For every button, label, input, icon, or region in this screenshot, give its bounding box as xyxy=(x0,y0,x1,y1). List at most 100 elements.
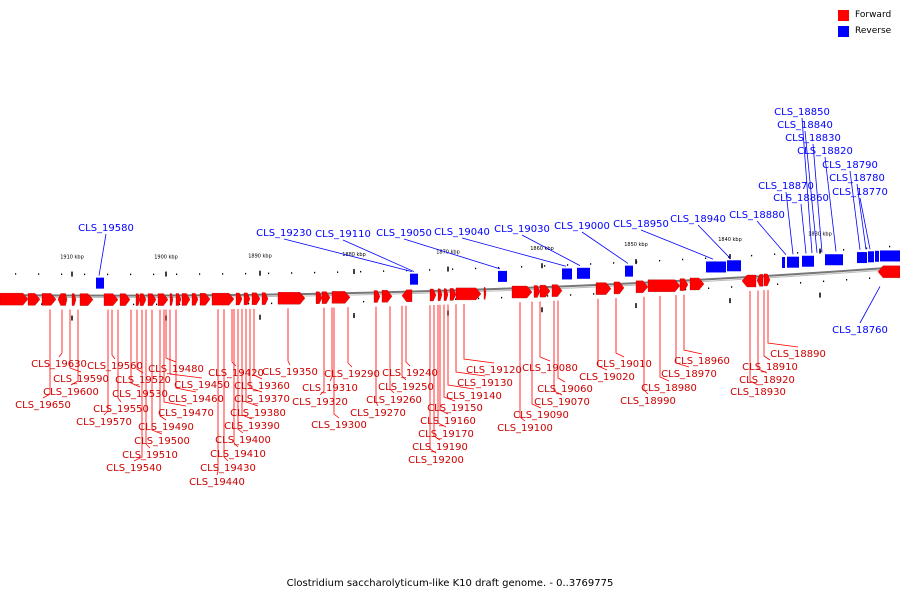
leader-cls_19380 xyxy=(245,308,259,407)
gene-label-cls_19350: CLS_19350 xyxy=(262,367,318,378)
forward-gene-29 xyxy=(401,289,413,302)
gene-label-cls_19230: CLS_19230 xyxy=(256,228,312,239)
reverse-gene-1 xyxy=(410,273,418,285)
gene-label-cls_19010: CLS_19010 xyxy=(596,359,652,370)
leader-cls_19550 xyxy=(117,309,122,403)
gene-label-cls_18770: CLS_18770 xyxy=(832,187,888,198)
legend-forward-label: Forward xyxy=(855,10,892,20)
leader-cls_19510 xyxy=(145,309,151,449)
scale-dot xyxy=(797,252,799,254)
gene-label-cls_18910: CLS_18910 xyxy=(742,362,798,373)
scale-dot xyxy=(570,294,572,296)
leader-cls_19150 xyxy=(443,304,456,402)
gene-label-cls_18950: CLS_18950 xyxy=(613,219,669,230)
leader-cls_19650 xyxy=(42,309,51,399)
leader-cls_19630 xyxy=(58,309,63,358)
leader-cls_19410 xyxy=(233,309,239,448)
scale-dot xyxy=(547,295,549,297)
gene-label-cls_19480: CLS_19480 xyxy=(148,364,204,375)
gene-label-cls_19060: CLS_19060 xyxy=(537,384,593,395)
leader-cls_18990 xyxy=(643,296,649,395)
gene-label-cls_19100: CLS_19100 xyxy=(497,423,553,434)
gene-label-cls_19170: CLS_19170 xyxy=(418,429,474,440)
scale-dot xyxy=(179,303,181,306)
leader-cls_19600 xyxy=(70,309,79,386)
forward-gene-32 xyxy=(443,288,449,301)
forward-gene-1 xyxy=(27,293,41,306)
forward-gene-27 xyxy=(373,290,381,303)
scale-dot xyxy=(245,272,247,275)
scale-dot xyxy=(731,286,733,288)
leader-lines xyxy=(42,117,881,476)
scale-dot xyxy=(866,247,868,249)
forward-gene-10 xyxy=(139,293,147,306)
leader-cls_19480 xyxy=(165,309,177,363)
scale-dot xyxy=(268,272,270,275)
reverse-gene-10 xyxy=(802,255,814,267)
gene-label-cls_18890: CLS_18890 xyxy=(770,349,826,360)
scale-dot xyxy=(15,273,17,275)
scale-label: 1840 kbp xyxy=(718,237,742,243)
leader-cls_18890 xyxy=(767,289,799,348)
gene-label-cls_19300: CLS_19300 xyxy=(311,420,367,431)
reverse-gene-5 xyxy=(625,265,633,277)
legend-reverse-label: Reverse xyxy=(855,26,892,36)
leader-cls_19090 xyxy=(531,301,542,409)
forward-gene-8 xyxy=(119,293,131,306)
gene-label-cls_19260: CLS_19260 xyxy=(366,395,422,406)
scale-dot xyxy=(133,303,135,306)
reverse-gene-9 xyxy=(787,256,799,268)
forward-gene-0 xyxy=(0,292,29,306)
gene-label-cls_19000: CLS_19000 xyxy=(554,221,610,232)
gene-label-cls_19190: CLS_19190 xyxy=(412,442,468,453)
reverse-gene-0 xyxy=(96,277,104,289)
gene-label-cls_19250: CLS_19250 xyxy=(378,382,434,393)
leader-cls_19000 xyxy=(581,231,629,264)
scale-dot xyxy=(130,273,132,276)
gene-label-cls_18920: CLS_18920 xyxy=(739,375,795,386)
leader-cls_19160 xyxy=(439,304,449,415)
forward-gene-43 xyxy=(647,279,681,292)
scale-dot xyxy=(705,257,707,260)
reverse-gene-11 xyxy=(825,254,843,266)
scale-dot xyxy=(843,249,845,251)
leader-cls_18860 xyxy=(800,203,807,254)
forward-gene-13 xyxy=(169,293,174,306)
scale-dot xyxy=(38,273,40,275)
forward-gene-14 xyxy=(175,293,182,306)
scale-dot xyxy=(800,282,802,284)
gene-label-cls_18880: CLS_18880 xyxy=(729,210,785,221)
gene-label-cls_19580: CLS_19580 xyxy=(78,223,134,234)
scale-dot xyxy=(153,273,155,276)
leader-cls_18970 xyxy=(675,295,690,368)
scale-dot xyxy=(593,293,595,295)
gene-label-cls_18850: CLS_18850 xyxy=(774,107,830,118)
reverse-gene-8 xyxy=(782,257,785,269)
gene-label-cls_18960: CLS_18960 xyxy=(674,356,730,367)
leader-cls_19250 xyxy=(401,305,407,381)
gene-label-cls_19450: CLS_19450 xyxy=(174,380,230,391)
scale-dot xyxy=(176,273,178,276)
forward-gene-22 xyxy=(261,292,269,305)
scale-label: 1880 kbp xyxy=(342,252,366,258)
leader-cls_19020 xyxy=(597,298,608,371)
leader-cls_19440 xyxy=(216,309,219,476)
gene-label-cls_19030: CLS_19030 xyxy=(494,224,550,235)
leader-cls_18760 xyxy=(859,286,881,324)
scale-dot xyxy=(846,279,848,281)
gene-label-cls_19560: CLS_19560 xyxy=(87,361,143,372)
forward-gene-9 xyxy=(135,293,141,306)
leader-cls_18830 xyxy=(812,143,823,253)
forward-gene-7 xyxy=(103,293,119,306)
leader-cls_18980 xyxy=(659,295,670,382)
forward-gene-39 xyxy=(551,284,563,297)
forward-gene-19 xyxy=(235,292,243,306)
gene-label-cls_18930: CLS_18930 xyxy=(730,387,786,398)
scale-dot xyxy=(199,273,201,275)
gene-label-cls_18980: CLS_18980 xyxy=(641,383,697,394)
reverse-gene-6 xyxy=(706,261,726,273)
gene-label-cls_19320: CLS_19320 xyxy=(292,397,348,408)
scale-dot xyxy=(590,263,592,265)
forward-gene-42 xyxy=(635,280,649,293)
forward-gene-41 xyxy=(613,281,625,295)
